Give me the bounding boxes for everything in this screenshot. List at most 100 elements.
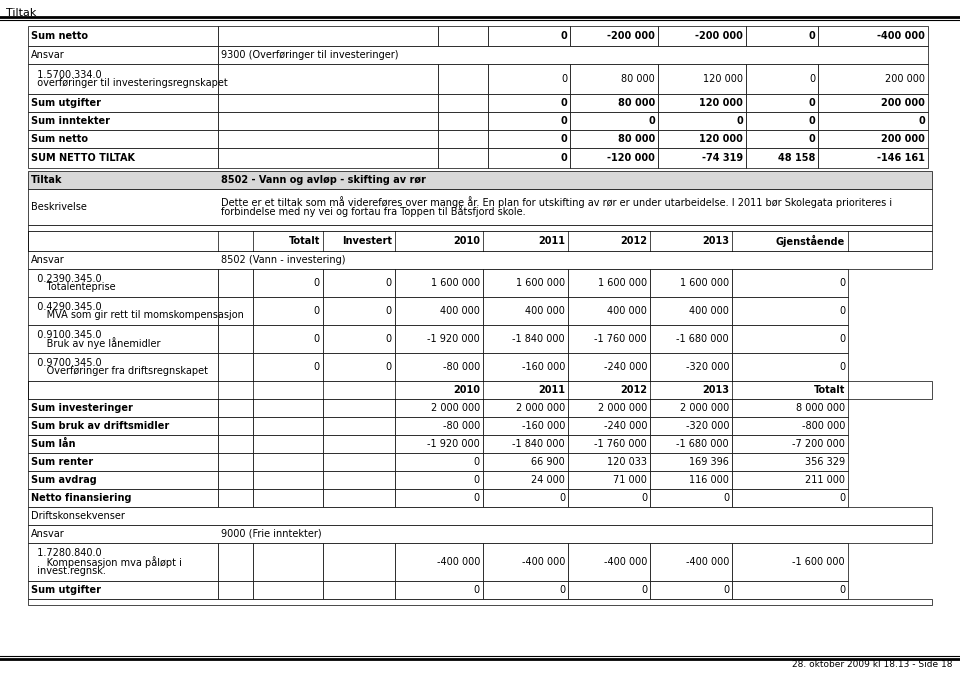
- Text: Tiltak: Tiltak: [6, 8, 36, 18]
- Bar: [28, 399, 218, 417]
- Bar: [395, 489, 483, 507]
- Text: 0: 0: [919, 116, 925, 126]
- Bar: [253, 399, 323, 417]
- Bar: [438, 148, 488, 168]
- Bar: [28, 417, 218, 435]
- Text: 0: 0: [561, 134, 567, 144]
- Text: 200 000: 200 000: [881, 134, 925, 144]
- Text: 9300 (Overføringer til investeringer): 9300 (Overføringer til investeringer): [221, 50, 398, 60]
- Text: 0.9700.345.0: 0.9700.345.0: [31, 358, 102, 368]
- Text: Totalt: Totalt: [814, 385, 845, 395]
- Bar: [570, 26, 658, 46]
- Bar: [395, 453, 483, 471]
- Bar: [570, 130, 658, 148]
- Text: Investert: Investert: [342, 236, 392, 246]
- Bar: [732, 453, 848, 471]
- Text: 0: 0: [736, 116, 743, 126]
- Bar: [568, 435, 650, 453]
- Text: 1 600 000: 1 600 000: [516, 278, 565, 288]
- Bar: [732, 471, 848, 489]
- Bar: [483, 417, 568, 435]
- Bar: [28, 231, 932, 251]
- Bar: [323, 453, 395, 471]
- Bar: [28, 435, 218, 453]
- Bar: [28, 269, 218, 297]
- Bar: [818, 112, 928, 130]
- Bar: [483, 543, 568, 581]
- Bar: [218, 489, 253, 507]
- Bar: [28, 543, 218, 581]
- Bar: [253, 543, 323, 581]
- Text: 0: 0: [474, 493, 480, 503]
- Text: 0: 0: [839, 585, 845, 595]
- Bar: [28, 471, 218, 489]
- Bar: [28, 171, 932, 189]
- Text: 2010: 2010: [453, 385, 480, 395]
- Bar: [650, 269, 732, 297]
- Bar: [488, 64, 570, 94]
- Text: MVA som gir rett til momskompensasjon: MVA som gir rett til momskompensasjon: [31, 311, 244, 321]
- Bar: [253, 435, 323, 453]
- Text: 80 000: 80 000: [617, 98, 655, 108]
- Text: 0: 0: [809, 74, 815, 84]
- Text: 0.9100.345.0: 0.9100.345.0: [31, 330, 102, 340]
- Text: Tiltak: Tiltak: [31, 175, 62, 185]
- Text: 0: 0: [386, 278, 392, 288]
- Text: 0: 0: [641, 493, 647, 503]
- Text: 8502 - Vann og avløp - skifting av rør: 8502 - Vann og avløp - skifting av rør: [221, 175, 426, 185]
- Text: 0: 0: [561, 31, 567, 41]
- Text: 8502 (Vann - investering): 8502 (Vann - investering): [221, 255, 346, 265]
- Text: -1 840 000: -1 840 000: [513, 439, 565, 449]
- Bar: [28, 381, 932, 399]
- Text: 0: 0: [314, 306, 320, 316]
- Text: Driftskonsekvenser: Driftskonsekvenser: [31, 511, 125, 521]
- Text: -74 319: -74 319: [702, 153, 743, 163]
- Text: 1 600 000: 1 600 000: [680, 278, 729, 288]
- Text: 0: 0: [474, 457, 480, 467]
- Bar: [218, 325, 253, 353]
- Text: 8 000 000: 8 000 000: [796, 403, 845, 413]
- Bar: [570, 94, 658, 112]
- Text: 0: 0: [386, 334, 392, 344]
- Text: 211 000: 211 000: [805, 475, 845, 485]
- Bar: [253, 453, 323, 471]
- Bar: [218, 112, 438, 130]
- Bar: [323, 297, 395, 325]
- Text: Sum netto: Sum netto: [31, 134, 88, 144]
- Text: 356 329: 356 329: [804, 457, 845, 467]
- Bar: [650, 325, 732, 353]
- Bar: [746, 64, 818, 94]
- Bar: [28, 353, 218, 381]
- Text: 0: 0: [559, 585, 565, 595]
- Text: 0: 0: [839, 493, 845, 503]
- Bar: [28, 64, 218, 94]
- Text: 0: 0: [839, 362, 845, 372]
- Bar: [323, 543, 395, 581]
- Bar: [28, 46, 218, 64]
- Text: 0: 0: [561, 153, 567, 163]
- Bar: [218, 417, 253, 435]
- Text: 120 000: 120 000: [699, 134, 743, 144]
- Text: 2011: 2011: [538, 236, 565, 246]
- Text: invest.regnsk.: invest.regnsk.: [31, 566, 106, 576]
- Bar: [732, 269, 848, 297]
- Text: Ansvar: Ansvar: [31, 255, 64, 265]
- Bar: [746, 94, 818, 112]
- Bar: [570, 64, 658, 94]
- Text: 169 396: 169 396: [689, 457, 729, 467]
- Text: 120 033: 120 033: [607, 457, 647, 467]
- Text: 200 000: 200 000: [885, 74, 925, 84]
- Text: 0: 0: [723, 585, 729, 595]
- Bar: [395, 297, 483, 325]
- Text: -1 680 000: -1 680 000: [677, 439, 729, 449]
- Bar: [818, 64, 928, 94]
- Text: 0: 0: [559, 493, 565, 503]
- Bar: [488, 94, 570, 112]
- Bar: [28, 130, 218, 148]
- Bar: [218, 581, 253, 599]
- Bar: [395, 417, 483, 435]
- Bar: [732, 325, 848, 353]
- Text: -1 760 000: -1 760 000: [594, 439, 647, 449]
- Text: 2013: 2013: [702, 236, 729, 246]
- Bar: [28, 189, 932, 225]
